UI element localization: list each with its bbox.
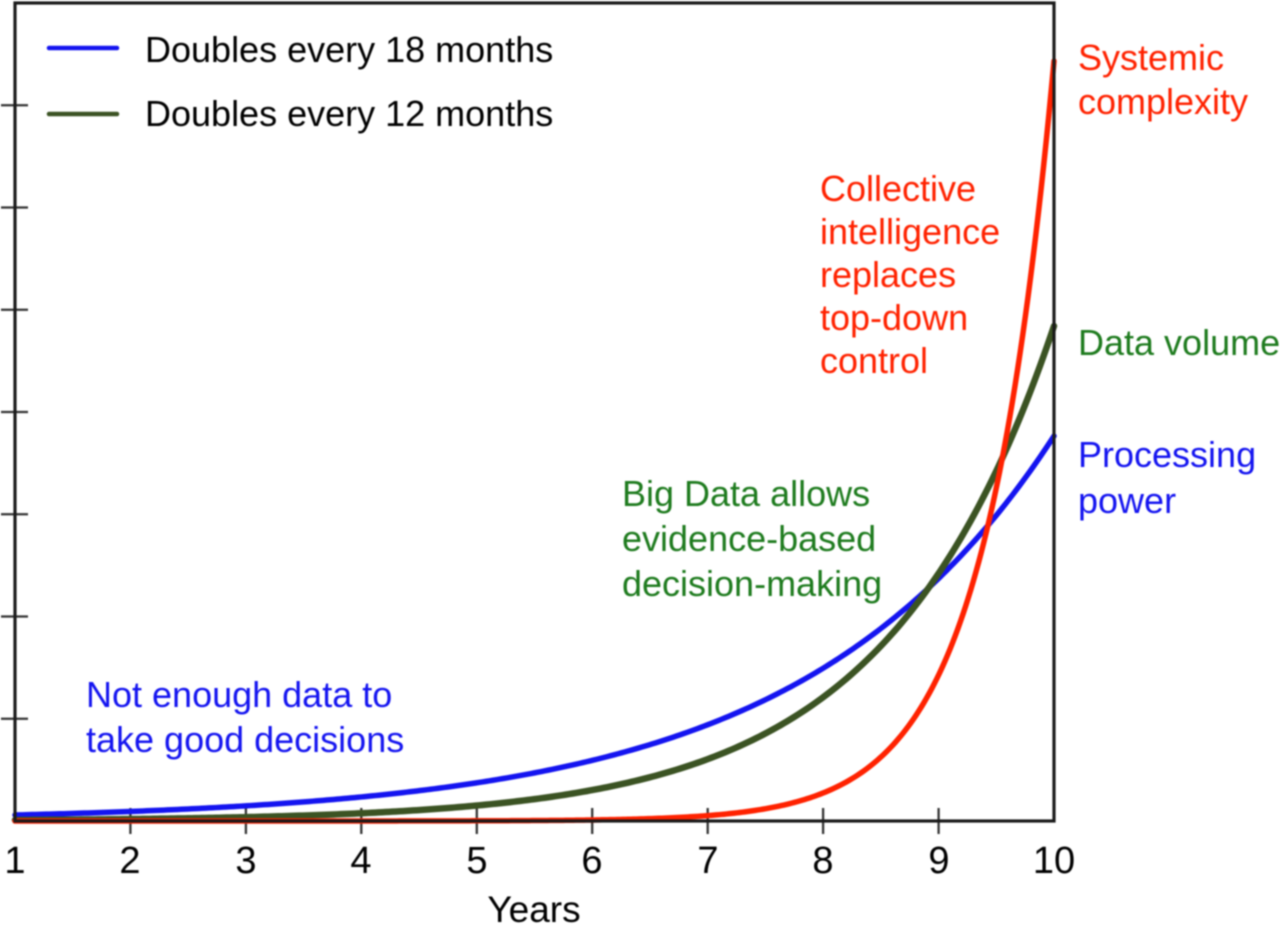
svg-text:Data volume: Data volume — [1078, 322, 1280, 363]
svg-text:1: 1 — [4, 840, 25, 882]
svg-text:top-down: top-down — [820, 297, 968, 338]
svg-text:Big Data allows: Big Data allows — [622, 473, 870, 514]
svg-text:7: 7 — [697, 840, 718, 882]
svg-text:8: 8 — [812, 840, 833, 882]
svg-text:Processing: Processing — [1078, 434, 1256, 475]
svg-text:Systemic: Systemic — [1078, 37, 1224, 78]
svg-text:2: 2 — [119, 840, 140, 882]
svg-text:Doubles every 18 months: Doubles every 18 months — [145, 29, 553, 70]
svg-text:power: power — [1078, 480, 1176, 521]
svg-text:take good decisions: take good decisions — [86, 719, 404, 760]
svg-text:Not enough data to: Not enough data to — [86, 674, 392, 715]
svg-text:evidence-based: evidence-based — [622, 518, 876, 559]
svg-text:6: 6 — [581, 840, 602, 882]
svg-text:4: 4 — [350, 840, 371, 882]
svg-text:3: 3 — [235, 840, 256, 882]
svg-text:5: 5 — [466, 840, 487, 882]
svg-text:complexity: complexity — [1078, 81, 1248, 122]
svg-text:Collective: Collective — [820, 168, 976, 209]
svg-text:replaces: replaces — [820, 254, 956, 295]
svg-text:intelligence: intelligence — [820, 211, 1000, 252]
svg-text:control: control — [820, 340, 928, 381]
svg-text:Doubles every 12 months: Doubles every 12 months — [145, 93, 553, 134]
svg-text:9: 9 — [928, 840, 949, 882]
svg-text:10: 10 — [1033, 840, 1075, 882]
svg-text:Years: Years — [487, 889, 580, 930]
svg-text:decision-making: decision-making — [622, 563, 882, 604]
